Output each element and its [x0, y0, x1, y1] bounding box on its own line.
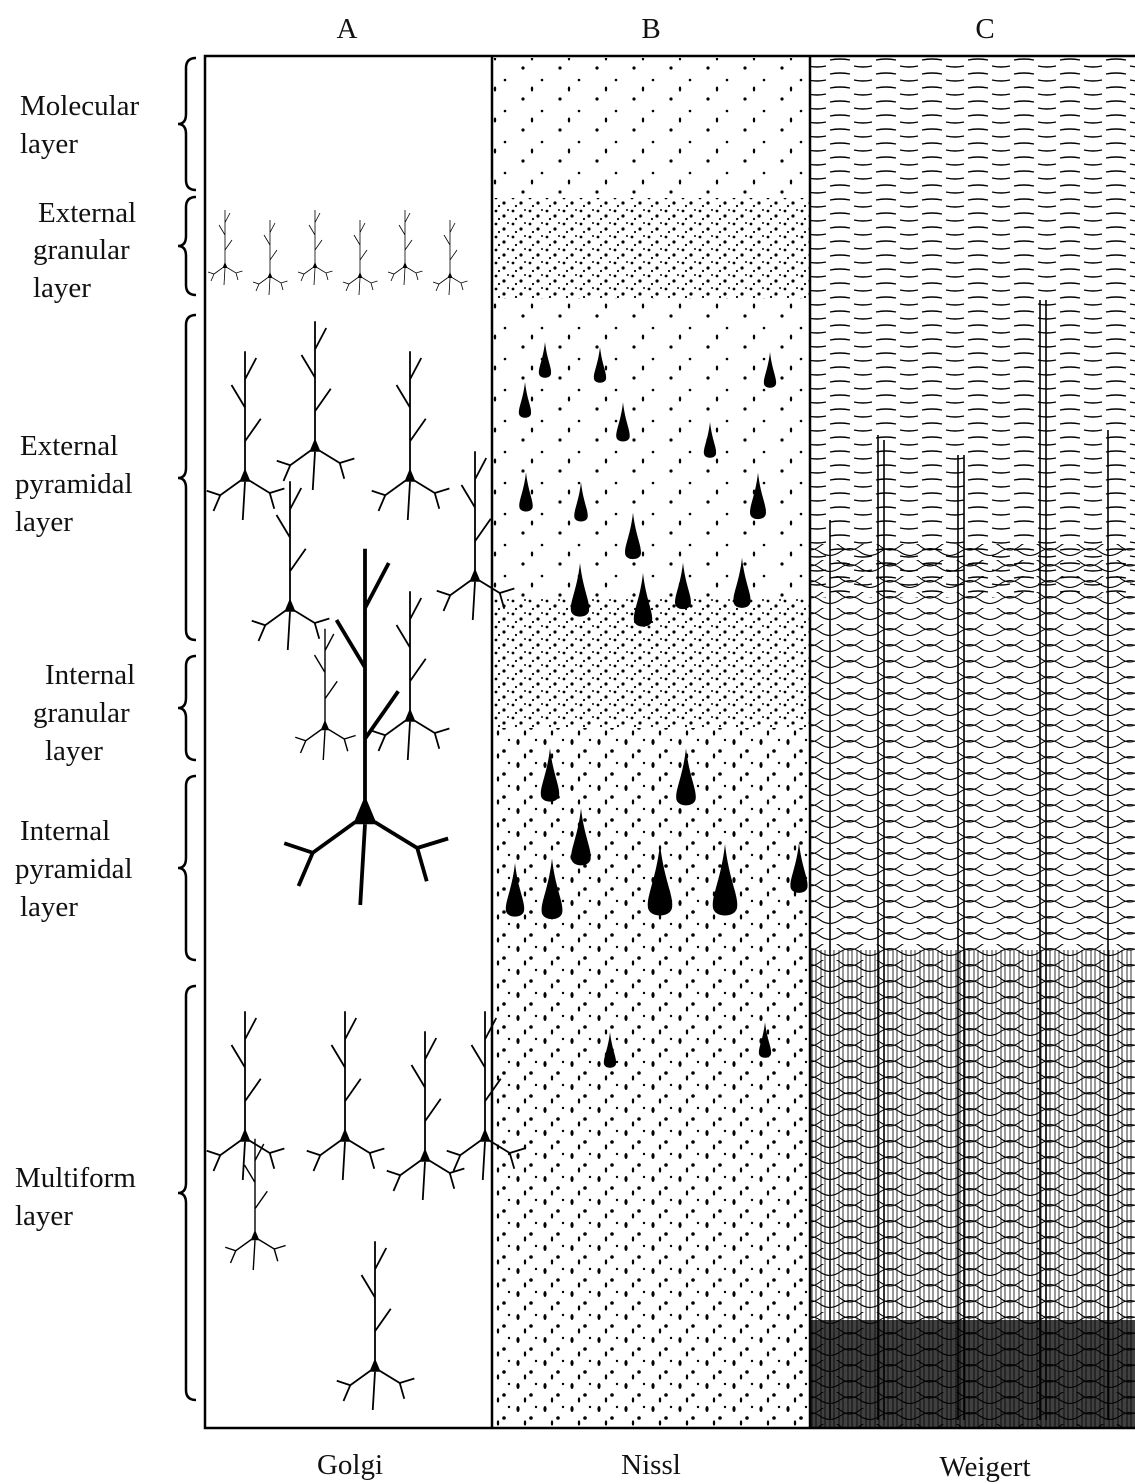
stain-label: Nissl — [621, 1449, 681, 1481]
pyramidal-cell — [207, 351, 285, 520]
pyramidal-cell — [372, 591, 450, 760]
fiber-texture — [810, 1320, 1135, 1428]
pyramidal-cell — [372, 351, 450, 520]
nissl-panel — [492, 58, 810, 1428]
layer-label: layer — [15, 1200, 73, 1232]
layer-label: Multiform — [15, 1162, 136, 1194]
layer-label: granular — [33, 234, 130, 266]
pyramidal-cell — [252, 481, 330, 650]
multiform-cell — [225, 1139, 285, 1270]
column-letter: C — [975, 13, 994, 45]
multiform-cell — [207, 1011, 285, 1180]
brace — [178, 197, 196, 295]
layer-label: layer — [20, 128, 78, 160]
layer-labels: Molecular layer External granular layer … — [15, 90, 140, 1232]
brace — [178, 776, 196, 960]
nissl-texture — [492, 728, 810, 1428]
golgi-panel — [207, 210, 525, 1410]
layer-label: Internal — [45, 659, 135, 691]
layer-label: External — [38, 197, 136, 229]
cortex-diagram: A B C — [0, 0, 1135, 1484]
brace — [178, 656, 196, 760]
layer-label: External — [20, 430, 118, 462]
column-letter: A — [337, 13, 358, 45]
granule-cells — [208, 210, 468, 295]
layer-label: layer — [33, 272, 91, 304]
page: A B C — [0, 0, 1135, 1484]
brace — [178, 315, 196, 640]
stain-label: Golgi — [317, 1449, 383, 1481]
layer-label: granular — [33, 697, 130, 729]
column-letter: B — [641, 13, 660, 45]
layer-label: pyramidal — [15, 468, 133, 500]
pyramidal-cell — [277, 321, 355, 490]
stain-label: Weigert — [939, 1451, 1030, 1483]
nissl-texture — [492, 298, 810, 598]
braces — [178, 58, 196, 1400]
layer-label: pyramidal — [15, 853, 133, 885]
layer-label: Molecular — [20, 90, 140, 122]
multiform-cell — [387, 1031, 465, 1200]
layer-label: layer — [20, 891, 78, 923]
stain-labels: Golgi Nissl Weigert — [317, 1449, 1031, 1483]
layer-label: layer — [45, 735, 103, 767]
column-letters: A B C — [337, 13, 995, 45]
brace — [178, 986, 196, 1400]
layer-label: Internal — [20, 815, 110, 847]
brace — [178, 58, 196, 190]
weigert-panel — [810, 58, 1135, 1428]
multiform-cell — [307, 1011, 385, 1180]
nissl-texture — [492, 198, 810, 298]
multiform-cell — [337, 1241, 415, 1410]
fiber-texture — [810, 58, 1135, 598]
layer-label: layer — [15, 506, 73, 538]
nissl-texture — [492, 58, 810, 198]
pyramidal-cell — [295, 629, 355, 760]
